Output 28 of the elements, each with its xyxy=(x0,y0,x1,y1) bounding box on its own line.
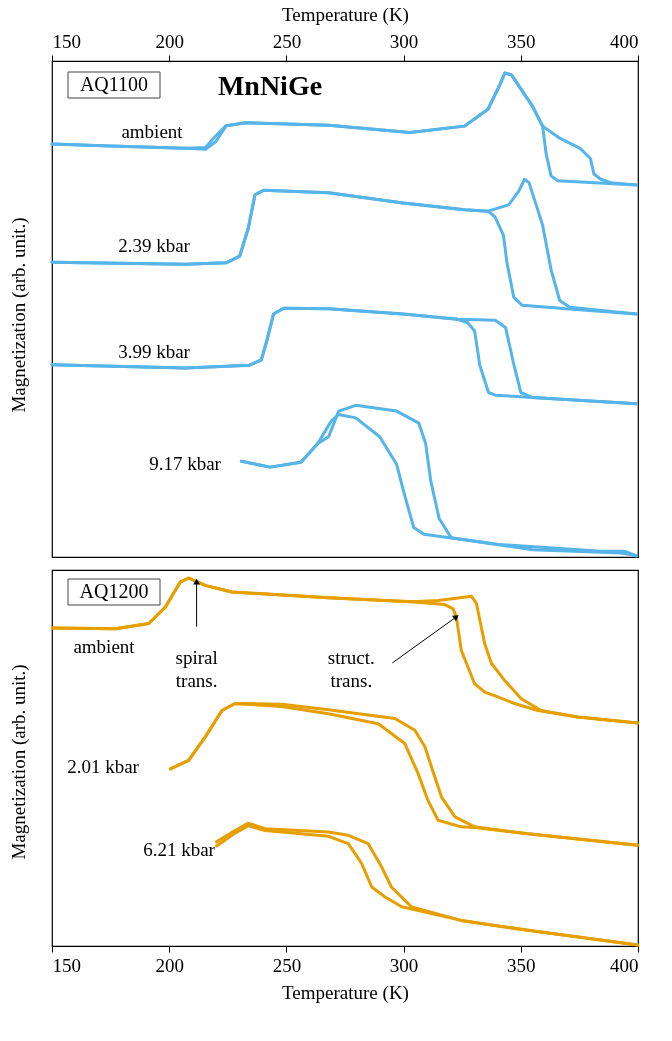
x-tick-label: 350 xyxy=(507,30,536,52)
x-tick-label: 300 xyxy=(389,30,419,52)
x-tick-label: 200 xyxy=(155,954,184,976)
x-tick-label: 150 xyxy=(52,30,81,52)
annotation: AQ1200 xyxy=(79,580,149,602)
x-axis-title: Temperature (K) xyxy=(282,3,409,26)
annotation: 6.21 kbar xyxy=(143,839,216,860)
x-tick-label: 250 xyxy=(272,30,302,52)
annotation: spiral trans. xyxy=(175,646,218,691)
x-tick-label: 400 xyxy=(610,954,639,976)
y-axis-title: Magnetization (arb. unit.) xyxy=(7,664,30,860)
x-axis-title: Temperature (K) xyxy=(282,981,409,1004)
x-tick-label: 150 xyxy=(52,954,81,976)
annotation: ambient xyxy=(73,636,136,657)
x-tick-label: 250 xyxy=(272,954,302,976)
annotation: 2.01 kbar xyxy=(67,756,140,777)
y-axis-title: Magnetization (arb. unit.) xyxy=(7,217,30,413)
x-tick-label: 350 xyxy=(507,954,536,976)
x-tick-label: 400 xyxy=(610,30,639,52)
x-tick-label: 300 xyxy=(389,954,419,976)
annotation: 3.99 kbar xyxy=(118,341,191,362)
annotation: ambient xyxy=(121,121,184,142)
chart-title: MnNiGe xyxy=(217,70,323,101)
annotation: AQ1100 xyxy=(79,73,149,95)
annotation: 2.39 kbar xyxy=(118,235,191,256)
annotation: 9.17 kbar xyxy=(149,453,222,474)
annotation: struct. trans. xyxy=(327,646,375,691)
x-tick-label: 200 xyxy=(155,30,184,52)
